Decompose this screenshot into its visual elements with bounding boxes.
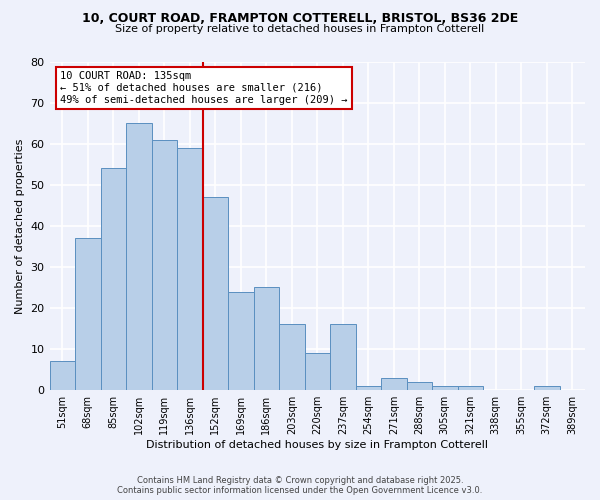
Bar — [203, 197, 228, 390]
Bar — [330, 324, 356, 390]
Bar — [432, 386, 458, 390]
Y-axis label: Number of detached properties: Number of detached properties — [15, 138, 25, 314]
Bar — [50, 362, 75, 390]
Bar — [279, 324, 305, 390]
Bar — [126, 123, 152, 390]
Bar — [534, 386, 560, 390]
Text: 10, COURT ROAD, FRAMPTON COTTERELL, BRISTOL, BS36 2DE: 10, COURT ROAD, FRAMPTON COTTERELL, BRIS… — [82, 12, 518, 26]
Bar — [101, 168, 126, 390]
Bar — [177, 148, 203, 390]
Bar — [75, 238, 101, 390]
Text: Size of property relative to detached houses in Frampton Cotterell: Size of property relative to detached ho… — [115, 24, 485, 34]
Bar — [356, 386, 381, 390]
Bar — [152, 140, 177, 390]
Bar — [228, 292, 254, 390]
Bar — [458, 386, 483, 390]
Text: Contains HM Land Registry data © Crown copyright and database right 2025.
Contai: Contains HM Land Registry data © Crown c… — [118, 476, 482, 495]
Bar — [254, 288, 279, 390]
Bar — [381, 378, 407, 390]
Text: 10 COURT ROAD: 135sqm
← 51% of detached houses are smaller (216)
49% of semi-det: 10 COURT ROAD: 135sqm ← 51% of detached … — [60, 72, 348, 104]
Bar — [305, 353, 330, 390]
Bar — [407, 382, 432, 390]
X-axis label: Distribution of detached houses by size in Frampton Cotterell: Distribution of detached houses by size … — [146, 440, 488, 450]
